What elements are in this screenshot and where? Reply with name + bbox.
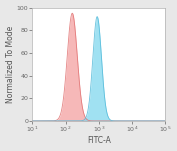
Y-axis label: Normalized To Mode: Normalized To Mode <box>5 26 15 103</box>
X-axis label: FITC-A: FITC-A <box>87 137 111 145</box>
